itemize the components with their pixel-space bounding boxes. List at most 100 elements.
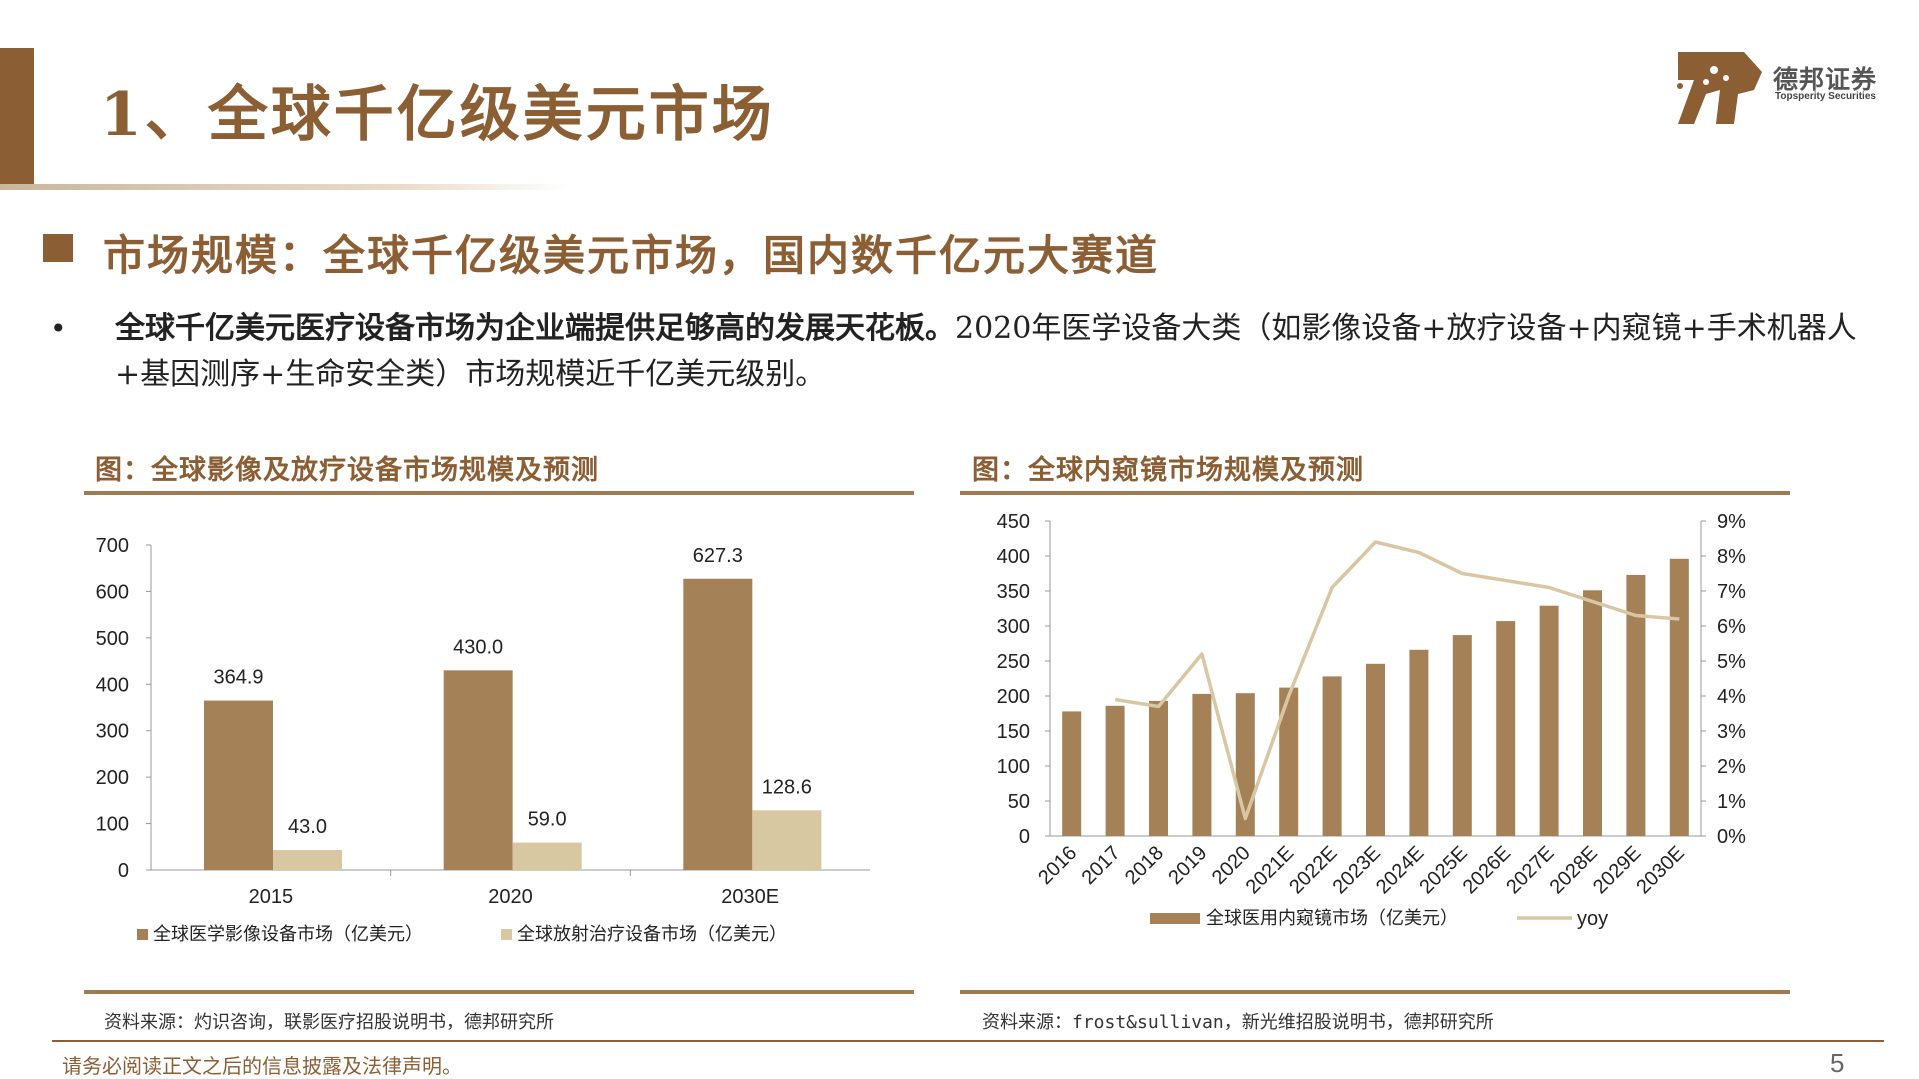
figure-right-bottom-rule [960,990,1790,994]
x-tick-label: 2023E [1329,842,1385,898]
x-tick-label: 2030E [1632,842,1688,898]
legend-swatch-endoscope [1150,913,1200,924]
y-tick-label: 300 [96,721,129,743]
brand-logo-icon [1677,52,1762,124]
bar-endoscope [1452,635,1472,836]
title-underline [0,184,570,190]
bar-radiotherapy [752,810,822,870]
bar-imaging [204,700,273,870]
y2-tick-label: 5% [1717,651,1746,673]
section-marker [43,234,73,262]
legend-swatch-radiotherapy [501,929,512,940]
bullet-marker: • [50,312,67,345]
x-tick-label: 2024E [1372,842,1428,898]
figure-left-bottom-rule [84,990,914,994]
legend-swatch-imaging [137,929,148,940]
x-tick-label: 2022E [1285,842,1341,898]
x-tick-label: 2030E [721,886,779,908]
data-label: 364.9 [213,667,263,689]
y-tick-label: 100 [96,814,129,836]
section-title: 市场规模：全球千亿级美元市场，国内数千亿元大赛道 [103,231,1160,280]
bar-endoscope [1583,590,1602,836]
y2-tick-label: 0% [1717,826,1746,848]
body-regular-text: 2020年医学设备大类（如影像设备+放疗设备+内窥镜+手术机器人+基因测序+生命… [115,311,1857,392]
y-tick-label: 700 [96,535,129,557]
y2-tick-label: 4% [1717,686,1746,708]
chart-endoscope-market: 0 50 100 150 200 250 300 350 400 450 0% 1% 2% 3% 4% 5% 6… [997,511,1746,930]
bar-endoscope [1366,663,1385,836]
y-tick-label: 600 [96,581,129,603]
line-yoy [1114,540,1680,821]
x-tick-label: 2026E [1459,842,1515,898]
legend-label-yoy: yoy [1577,908,1608,930]
body-paragraph: 全球千亿美元医疗设备市场为企业端提供足够高的发展天花板。2020年医学设备大类（… [115,306,1895,398]
bar-endoscope [1626,574,1646,836]
y-tick-label: 400 [96,674,129,696]
x-tick-label: 2027E [1502,842,1558,898]
y-tick-label: 200 [997,686,1030,708]
bar-imaging [443,670,513,870]
data-label: 627.3 [693,545,743,567]
legend-label-radiotherapy: 全球放射治疗设备市场（亿美元） [517,924,787,945]
y2-tick-label: 8% [1717,546,1746,568]
bar-endoscope [1105,705,1125,836]
figure-right-top-rule [960,491,1790,495]
bar-endoscope [1149,700,1168,836]
x-tick-label: 2018 [1121,842,1168,889]
data-label: 59.0 [528,809,567,831]
bar-radiotherapy [512,842,582,870]
figure-right-title: 图：全球内窥镜市场规模及预测 [972,455,1364,486]
body-bold-text: 全球千亿美元医疗设备市场为企业端提供足够高的发展天花板。 [115,311,955,346]
chart-imaging-radiotherapy: 0 100 200 300 400 500 600 700 2015 364.9 43.0 2020 4… [96,535,870,945]
x-tick-label: 2016 [1034,842,1081,889]
bar-endoscope [1279,687,1299,836]
figure-left-top-rule [84,491,914,495]
bar-endoscope [1062,711,1082,836]
bar-radiotherapy [273,850,342,870]
y2-tick-label: 2% [1717,756,1746,778]
y-tick-label: 0 [118,860,129,882]
y-tick-label: 500 [96,628,129,650]
x-tick-label: 2025E [1415,842,1471,898]
x-tick-label: 2017 [1078,842,1125,889]
brand-name-en: Topsperity Securities [1775,91,1876,102]
x-tick-label: 2020 [488,886,533,908]
y-tick-label: 250 [997,651,1030,673]
legend-label-endoscope: 全球医用内窥镜市场（亿美元） [1206,908,1458,929]
y2-tick-label: 3% [1717,721,1746,743]
y-tick-label: 400 [997,546,1030,568]
y2-tick-label: 6% [1717,616,1746,638]
brand-name-cn: 德邦证券 [1773,65,1878,94]
x-tick-label: 2029E [1589,842,1645,898]
bar-endoscope [1496,621,1516,836]
data-label: 430.0 [453,636,503,658]
y2-tick-label: 9% [1717,511,1746,533]
figure-right-source: 资料来源：frost&sullivan，新光维招股说明书，德邦研究所 [982,1012,1494,1033]
data-label: 128.6 [762,776,812,798]
page-number: 5 [1830,1048,1845,1078]
bar-endoscope [1409,649,1429,836]
bar-endoscope [1192,693,1212,836]
y-tick-label: 50 [1008,791,1030,813]
page-title: 1、全球千亿级美元市场 [100,80,775,150]
y-tick-label: 0 [1019,826,1030,848]
x-tick-label: 2015 [249,886,293,908]
bar-endoscope [1539,605,1559,836]
y-tick-label: 450 [997,511,1030,533]
bar-endoscope [1322,676,1342,836]
y2-tick-label: 1% [1717,791,1746,813]
x-tick-label: 2021E [1242,842,1298,898]
bar-imaging [683,578,753,870]
footer-disclaimer: 请务必阅读正文之后的信息披露及法律声明。 [62,1054,462,1078]
y-tick-label: 350 [997,581,1030,603]
title-accent-bar [0,48,34,190]
footer-divider [52,1040,1884,1042]
y-tick-label: 200 [96,767,129,789]
figure-left-title: 图：全球影像及放疗设备市场规模及预测 [95,455,599,486]
legend-label-imaging: 全球医学影像设备市场（亿美元） [153,924,423,945]
x-tick-label: 2028E [1546,842,1602,898]
y-tick-label: 150 [997,721,1030,743]
figure-left-source: 资料来源：灼识咨询，联影医疗招股说明书，德邦研究所 [104,1012,554,1033]
y2-tick-label: 7% [1717,581,1746,603]
x-tick-label: 2019 [1164,842,1211,889]
